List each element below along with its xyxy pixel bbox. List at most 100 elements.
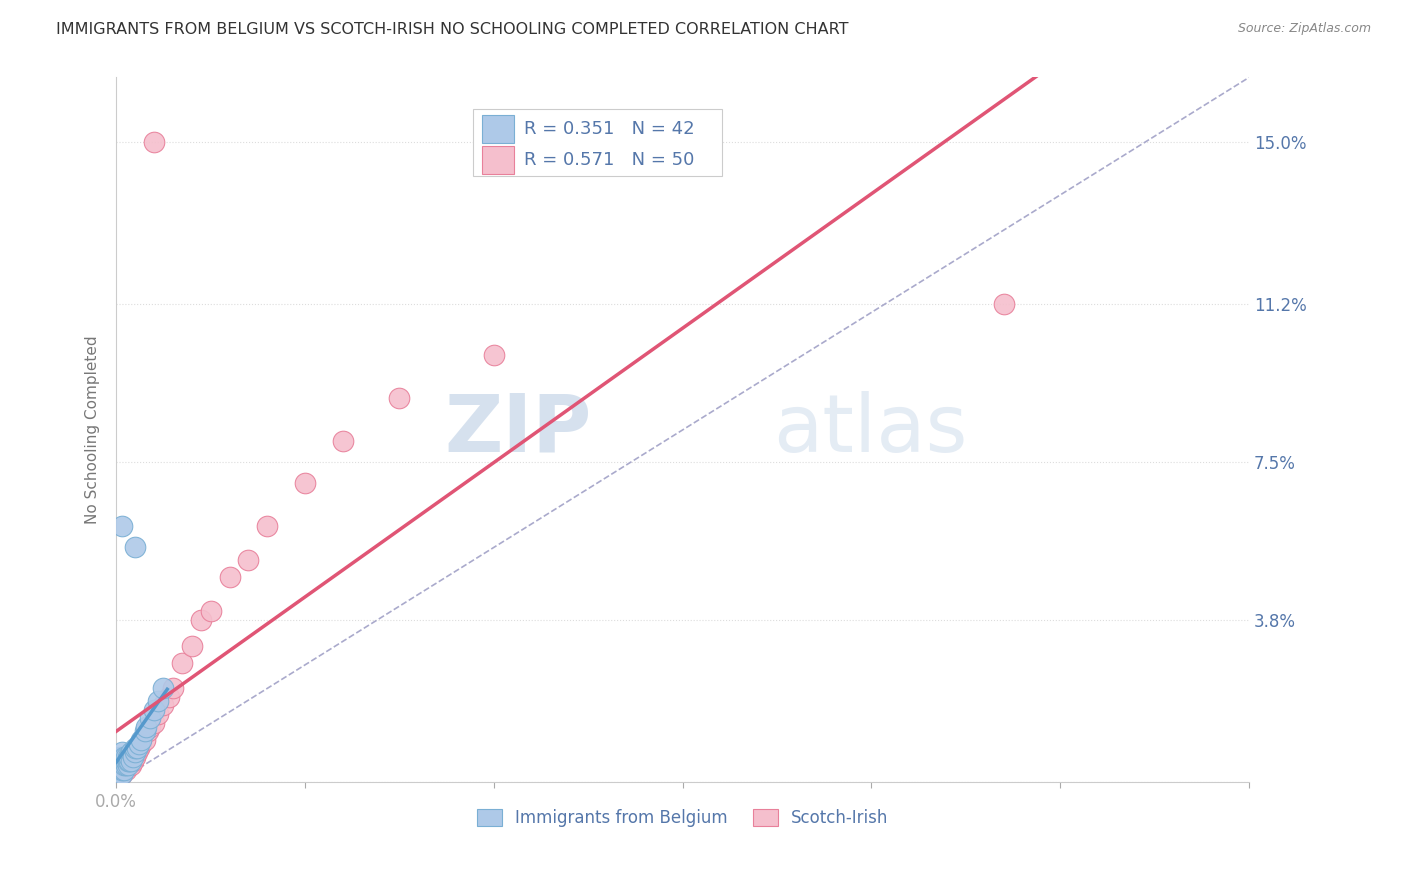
Point — [117, 754, 139, 768]
FancyBboxPatch shape — [482, 145, 513, 174]
Point — [146, 706, 169, 721]
Point — [117, 754, 139, 768]
Point — [200, 604, 222, 618]
Point — [134, 732, 156, 747]
Point — [129, 737, 152, 751]
Point — [139, 711, 162, 725]
Point — [114, 754, 136, 768]
Text: ZIP: ZIP — [444, 391, 592, 469]
Point — [111, 758, 134, 772]
Point — [111, 758, 134, 772]
Point — [108, 766, 131, 780]
Point — [112, 763, 135, 777]
Point — [146, 694, 169, 708]
Point — [114, 758, 136, 772]
Point — [180, 639, 202, 653]
Point — [112, 763, 135, 777]
Point — [114, 754, 136, 768]
Point — [124, 746, 146, 760]
Point — [114, 749, 136, 764]
Point — [111, 763, 134, 777]
Text: R = 0.351   N = 42: R = 0.351 N = 42 — [524, 120, 695, 138]
Point — [332, 434, 354, 448]
Point — [117, 749, 139, 764]
Point — [111, 766, 134, 780]
Point — [114, 763, 136, 777]
Point — [128, 741, 150, 756]
Point — [120, 758, 142, 772]
Point — [108, 749, 131, 764]
Point — [120, 746, 142, 760]
Point — [135, 720, 157, 734]
Point — [108, 758, 131, 772]
Point — [125, 746, 148, 760]
Legend: Immigrants from Belgium, Scotch-Irish: Immigrants from Belgium, Scotch-Irish — [470, 803, 896, 834]
Point — [112, 758, 135, 772]
Point — [107, 758, 129, 772]
Point — [111, 519, 134, 533]
FancyBboxPatch shape — [482, 115, 513, 143]
Point — [256, 519, 278, 533]
Text: R = 0.571   N = 50: R = 0.571 N = 50 — [524, 151, 695, 169]
Point — [111, 766, 134, 780]
Point — [108, 763, 131, 777]
Point — [125, 741, 148, 756]
Point — [122, 754, 145, 768]
Point — [112, 754, 135, 768]
Point — [111, 749, 134, 764]
Point — [108, 754, 131, 768]
Point — [143, 715, 166, 730]
Point — [114, 758, 136, 772]
Point — [117, 758, 139, 772]
Point — [143, 135, 166, 149]
Text: Source: ZipAtlas.com: Source: ZipAtlas.com — [1237, 22, 1371, 36]
Point — [111, 763, 134, 777]
Point — [111, 754, 134, 768]
Point — [117, 758, 139, 772]
Point — [157, 690, 180, 704]
Point — [107, 758, 129, 772]
Point — [118, 754, 141, 768]
Point — [108, 763, 131, 777]
Text: atlas: atlas — [773, 391, 967, 469]
Point — [108, 758, 131, 772]
Point — [118, 758, 141, 772]
Point — [108, 766, 131, 780]
Point — [124, 749, 146, 764]
Point — [134, 724, 156, 739]
Point — [162, 681, 184, 696]
Point — [129, 732, 152, 747]
Text: IMMIGRANTS FROM BELGIUM VS SCOTCH-IRISH NO SCHOOLING COMPLETED CORRELATION CHART: IMMIGRANTS FROM BELGIUM VS SCOTCH-IRISH … — [56, 22, 849, 37]
Point — [107, 754, 129, 768]
Point — [152, 681, 174, 696]
Point — [190, 613, 212, 627]
Point — [112, 754, 135, 768]
Y-axis label: No Schooling Completed: No Schooling Completed — [86, 335, 100, 524]
Point — [294, 476, 316, 491]
Point — [388, 391, 411, 405]
Point — [122, 749, 145, 764]
Point — [124, 746, 146, 760]
Point — [172, 656, 194, 670]
Point — [107, 766, 129, 780]
Point — [482, 348, 505, 362]
Point — [124, 741, 146, 756]
Point — [120, 754, 142, 768]
Point — [152, 698, 174, 713]
Point — [138, 724, 160, 739]
Point — [993, 297, 1015, 311]
Point — [111, 754, 134, 768]
Point — [112, 758, 135, 772]
Point — [107, 763, 129, 777]
Point — [108, 754, 131, 768]
Point — [107, 763, 129, 777]
Point — [112, 749, 135, 764]
Point — [118, 754, 141, 768]
Point — [143, 703, 166, 717]
Point — [238, 553, 260, 567]
Point — [128, 737, 150, 751]
Point — [118, 749, 141, 764]
Point — [139, 720, 162, 734]
Point — [124, 541, 146, 555]
Point — [120, 754, 142, 768]
